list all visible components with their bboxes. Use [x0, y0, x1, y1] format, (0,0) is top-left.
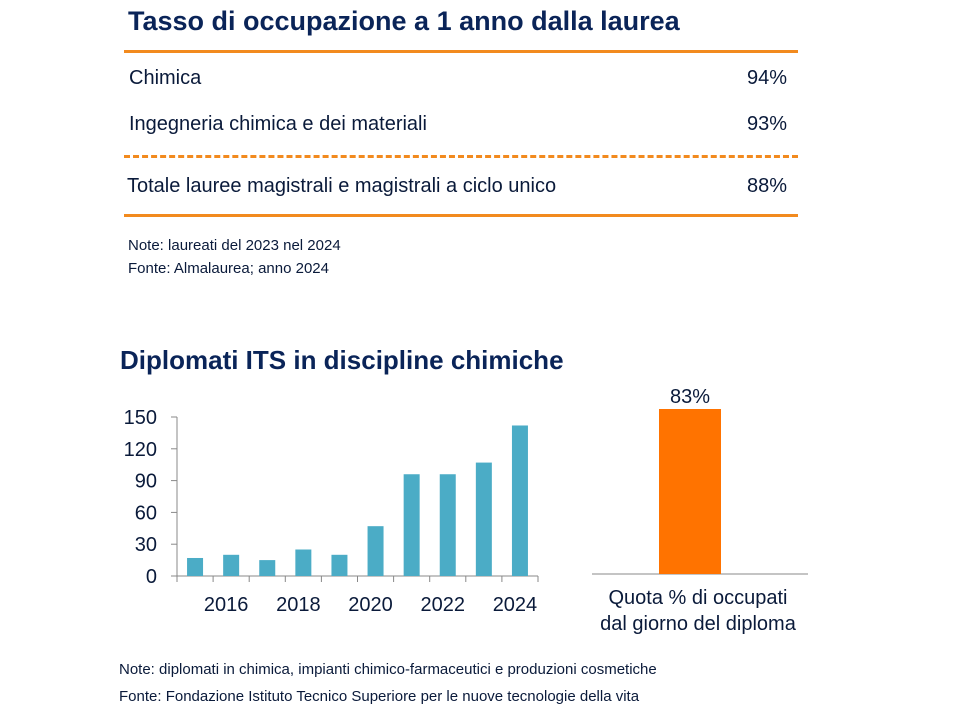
total-label: Totale lauree magistrali e magistrali a …: [127, 175, 557, 197]
divider: [124, 214, 798, 217]
divider: [124, 50, 798, 53]
bar-2022: [439, 474, 456, 576]
row-label: Ingegneria chimica e dei materiali: [129, 113, 427, 135]
bar-2023: [475, 462, 492, 576]
bar-quota: [659, 409, 721, 574]
x-tick-label: 2022: [421, 594, 466, 616]
table-note: Note: laureati del 2023 nel 2024: [128, 237, 341, 254]
category-label: Quota % di occupati: [609, 587, 788, 609]
footer-note: Note: diplomati in chimica, impianti chi…: [119, 661, 657, 678]
bar-2019: [331, 554, 348, 576]
x-tick-label: 2024: [493, 594, 538, 616]
y-tick-label: 60: [135, 502, 157, 524]
bar-2017: [259, 560, 276, 576]
table-title: Tasso di occupazione a 1 anno dalla laur…: [128, 6, 680, 36]
y-tick-label: 150: [124, 407, 157, 429]
row-value: 94%: [747, 67, 788, 89]
bar-2021: [403, 474, 420, 576]
x-tick-label: 2018: [276, 594, 321, 616]
y-tick-label: 120: [124, 439, 157, 461]
table-source: Fonte: Almalaurea; anno 2024: [128, 260, 329, 277]
bar-2016: [223, 554, 240, 576]
category-label: dal giorno del diploma: [600, 613, 797, 635]
y-tick-label: 30: [135, 534, 157, 556]
y-tick-label: 90: [135, 471, 157, 493]
x-tick-label: 2016: [204, 594, 249, 616]
row-value: 93%: [747, 113, 788, 135]
bar-2024: [511, 425, 528, 576]
bar-2018: [295, 549, 312, 576]
dashed-divider: [124, 155, 798, 158]
x-tick-label: 2020: [348, 594, 393, 616]
y-tick-label: 0: [146, 566, 157, 588]
bar-2020: [367, 526, 384, 576]
bar-2015: [187, 557, 204, 576]
footer-source: Fonte: Fondazione Istituto Tecnico Super…: [119, 688, 640, 705]
data-label: 83%: [670, 386, 710, 408]
total-value: 88%: [747, 175, 788, 197]
row-label: Chimica: [129, 67, 202, 89]
chart-title: Diplomati ITS in discipline chimiche: [120, 345, 564, 375]
